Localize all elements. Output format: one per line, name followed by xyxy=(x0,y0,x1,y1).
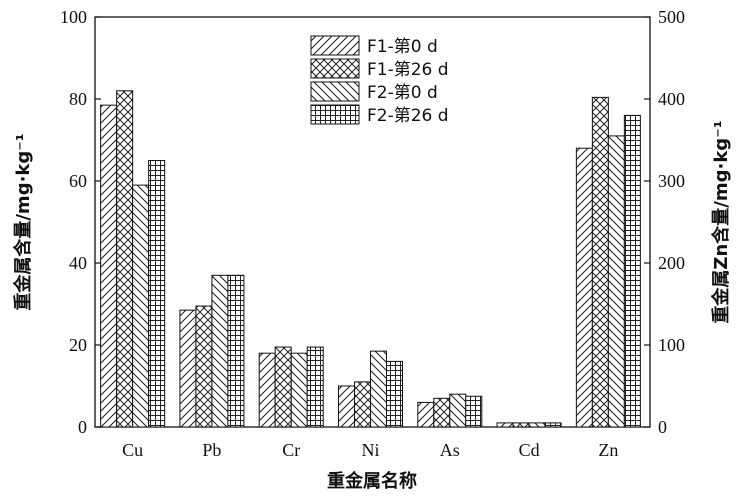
right-y-axis: 0 100 200 300 400 500 xyxy=(644,7,685,437)
bar-ni-series-3 xyxy=(370,350,387,428)
bar-cr-series-4 xyxy=(306,346,324,428)
legend-label-1: F1-第0 d xyxy=(367,37,438,57)
x-tick-label-zn: Zn xyxy=(598,440,618,460)
left-tick-label: 20 xyxy=(69,335,87,355)
right-y-axis-title: 重金属Zn含量/mg·kg⁻¹ xyxy=(710,120,732,323)
legend-label-4: F2-第26 d xyxy=(367,106,449,126)
bar-as-series-2 xyxy=(433,397,451,428)
bar-ni-series-4 xyxy=(386,360,403,428)
x-axis-title: 重金属名称 xyxy=(327,470,417,492)
left-tick-label: 60 xyxy=(69,171,87,191)
x-tick-label-as: As xyxy=(440,440,460,460)
bar-zn-series-1 xyxy=(575,147,593,428)
bar-as-series-4 xyxy=(465,395,483,428)
bar-cd-series-2 xyxy=(512,422,530,428)
right-tick-label: 300 xyxy=(658,171,685,191)
bar-ni-series-1 xyxy=(338,385,355,428)
legend-swatch-2 xyxy=(310,58,360,79)
x-tick-label-ni: Ni xyxy=(362,440,380,460)
legend-label-3: F2-第0 d xyxy=(367,83,438,103)
x-tick-label-cd: Cd xyxy=(519,440,540,460)
bar-cr-series-1 xyxy=(258,352,276,428)
bar-pb-series-4 xyxy=(227,274,245,428)
left-tick-label: 40 xyxy=(69,253,87,273)
left-tick-label: 100 xyxy=(60,7,87,27)
legend-swatch-4 xyxy=(310,104,360,125)
bar-zn-series-2 xyxy=(591,96,609,428)
bar-cd-series-1 xyxy=(496,422,514,428)
bar-zn-series-4 xyxy=(623,114,641,428)
bar-zn-series-3 xyxy=(607,135,625,428)
legend-swatch-1 xyxy=(310,35,360,56)
x-axis-tick-labels: Cu Pb Cr Ni As Cd Zn xyxy=(122,440,618,460)
bar-pb-series-1 xyxy=(179,309,197,428)
right-tick-label: 100 xyxy=(658,335,685,355)
bar-cr-series-3 xyxy=(290,352,308,428)
bar-as-series-3 xyxy=(449,393,467,428)
bar-cd-series-4 xyxy=(544,422,562,428)
x-tick-label-cr: Cr xyxy=(282,440,300,460)
right-tick-label: 400 xyxy=(658,89,685,109)
legend: F1-第0 d F1-第26 d F2-第0 d F2-第26 d xyxy=(310,35,449,126)
right-tick-label: 200 xyxy=(658,253,685,273)
bar-as-series-1 xyxy=(417,401,435,428)
x-tick-label-cu: Cu xyxy=(122,440,143,460)
left-tick-label: 80 xyxy=(69,89,87,109)
left-tick-label: 0 xyxy=(78,417,87,437)
bar-cd-series-3 xyxy=(528,422,546,428)
right-tick-label: 0 xyxy=(658,417,667,437)
legend-label-2: F1-第26 d xyxy=(367,60,449,80)
bar-cu-series-1 xyxy=(100,104,118,428)
bar-cu-series-3 xyxy=(132,184,150,428)
left-y-axis: 0 20 40 60 80 100 xyxy=(60,7,101,437)
left-y-axis-title: 重金属含量/mg·kg⁻¹ xyxy=(12,133,34,310)
bar-cr-series-2 xyxy=(274,346,292,428)
bar-cu-series-2 xyxy=(116,90,134,428)
bar-pb-series-3 xyxy=(211,274,229,428)
legend-swatch-3 xyxy=(310,81,360,102)
bar-cu-series-4 xyxy=(148,160,166,428)
x-tick-label-pb: Pb xyxy=(202,440,221,460)
bar-series-group xyxy=(100,90,641,428)
bar-ni-series-2 xyxy=(354,381,371,428)
right-tick-label: 500 xyxy=(658,7,685,27)
bar-pb-series-2 xyxy=(195,305,213,428)
